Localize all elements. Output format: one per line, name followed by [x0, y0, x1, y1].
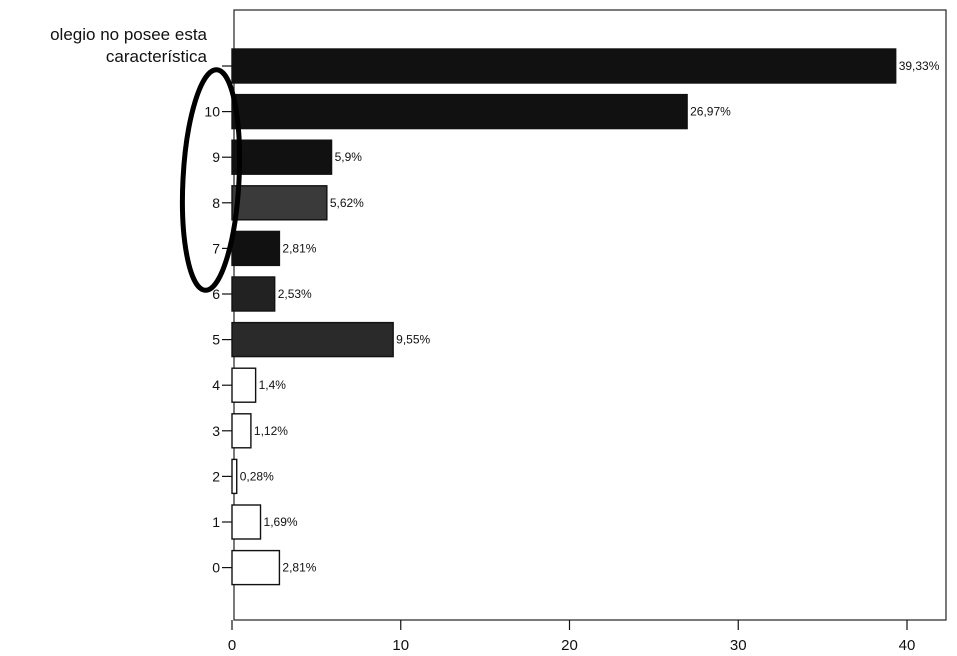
x-axis: 0 10 20 30 40 — [228, 620, 916, 654]
x-tick-label: 0 — [228, 637, 236, 654]
x-tick-label: 30 — [730, 637, 747, 654]
y-tick-label-line: característica — [106, 47, 208, 66]
y-tick-label: 3 — [212, 423, 220, 439]
bar — [231, 367, 257, 403]
data-label: 26,97% — [690, 105, 731, 119]
x-tick-label: 10 — [392, 637, 409, 654]
data-label: 39,33% — [899, 59, 940, 73]
y-tick-label: 10 — [204, 104, 220, 120]
data-label: 5,62% — [330, 196, 364, 210]
data-label: 2,53% — [278, 287, 312, 301]
y-tick-label: 9 — [212, 149, 220, 165]
data-label: 1,69% — [264, 515, 298, 529]
bar — [231, 48, 897, 84]
data-labels-group: 39,33% 26,97% 5,9% 5,62% 2,81% 2,53% 9,55% 1,4%… — [240, 59, 940, 575]
y-tick-label: 6 — [212, 286, 220, 302]
y-tick-label: 8 — [212, 195, 220, 211]
data-label: 5,9% — [335, 150, 363, 164]
x-tick-label: 40 — [899, 637, 916, 654]
y-tick-label: olegio no posee esta característica — [50, 25, 207, 66]
x-tick-label: 20 — [561, 637, 578, 654]
data-label: 1,12% — [254, 424, 288, 438]
y-tick-label: 2 — [212, 468, 220, 484]
y-axis: olegio no posee esta característica109876… — [50, 25, 232, 576]
y-tick-label: 0 — [212, 560, 220, 576]
y-tick-label-line: olegio no posee esta — [50, 25, 207, 44]
bar — [231, 230, 281, 267]
data-label: 9,55% — [396, 333, 430, 347]
bar — [231, 139, 333, 175]
data-label: 2,81% — [282, 561, 316, 575]
y-tick-label: 1 — [212, 514, 220, 530]
plot-frame — [233, 9, 947, 621]
data-label: 2,81% — [282, 241, 316, 255]
bar — [231, 413, 252, 449]
bar — [231, 549, 281, 586]
data-label: 0,28% — [240, 469, 274, 483]
y-tick-label: 4 — [212, 377, 220, 393]
data-label: 1,4% — [259, 378, 287, 392]
bar — [231, 93, 688, 130]
bar — [231, 185, 328, 221]
bar — [231, 504, 262, 540]
y-tick-label: 7 — [212, 240, 220, 256]
bar — [231, 276, 276, 312]
bar — [231, 458, 238, 495]
highlight-ellipse — [179, 67, 243, 293]
annotations-group — [179, 67, 243, 293]
bars-group — [231, 48, 897, 586]
plot-border — [233, 9, 947, 621]
y-tick-label: 5 — [212, 332, 220, 348]
bar — [231, 321, 394, 358]
